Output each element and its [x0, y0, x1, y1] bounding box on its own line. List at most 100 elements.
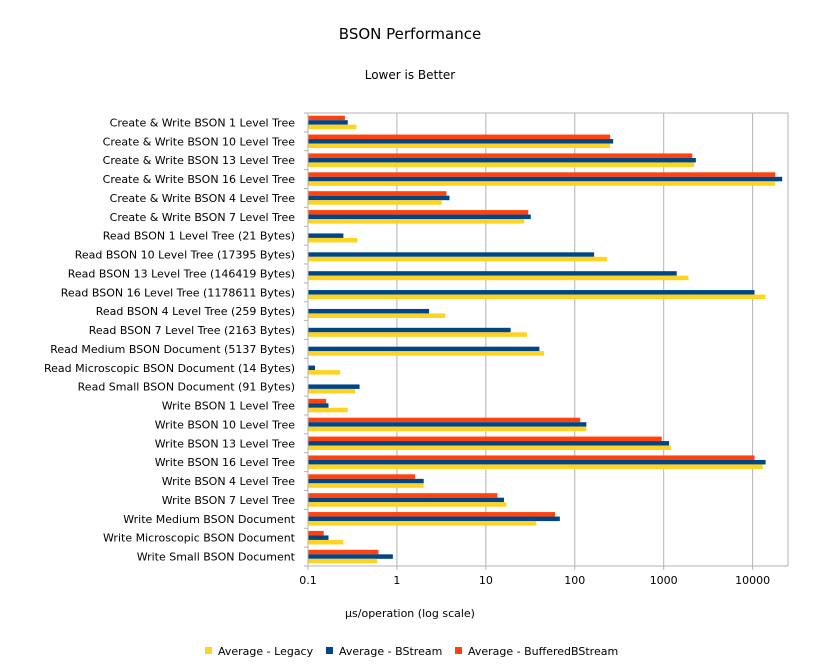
category-label: Write BSON 16 Level Tree	[155, 456, 295, 469]
bar-average-legacy	[308, 558, 378, 564]
category-label: Write BSON 13 Level Tree	[155, 437, 295, 450]
legend-item: Average - BufferedBStream	[455, 645, 618, 658]
bar-average-bstream	[308, 478, 424, 484]
bar-average-legacy	[308, 464, 763, 469]
chart-subtitle: Lower is Better	[365, 68, 456, 82]
x-tick-labels: 0.1 1 10 100 1000 10000	[299, 574, 770, 587]
category-label: Write BSON 4 Level Tree	[162, 475, 295, 488]
bar-average-bstream	[308, 176, 783, 182]
bar-average-legacy	[308, 237, 358, 243]
x-tick-label: 10000	[735, 574, 770, 587]
bar-average-bstream	[308, 384, 360, 389]
chart-title: BSON Performance	[339, 25, 481, 43]
bar-average-legacy	[308, 256, 607, 262]
axes	[304, 112, 789, 567]
x-tick-label: 1000	[650, 574, 678, 587]
bar-average-bufferedbstream	[308, 455, 755, 460]
legend-label: Average - BufferedBStream	[468, 645, 618, 658]
bar-average-legacy	[308, 521, 537, 526]
bar-average-bstream	[308, 157, 696, 163]
bar-average-bstream	[308, 327, 511, 333]
bar-average-bstream	[308, 214, 531, 220]
bar-average-legacy	[308, 219, 525, 224]
legend-swatch	[326, 647, 333, 654]
bar-average-legacy	[308, 332, 527, 337]
bar-average-bstream	[308, 308, 430, 314]
bar-average-legacy	[308, 445, 671, 451]
category-labels: Create & Write BSON 1 Level Tree Create &…	[44, 116, 296, 563]
bar-average-bufferedbstream	[308, 436, 662, 442]
category-label: Read Small BSON Document (91 Bytes)	[78, 381, 295, 394]
bar-average-bstream	[308, 252, 595, 257]
bar-average-bufferedbstream	[308, 417, 581, 423]
category-label: Read BSON 16 Level Tree (1178611 Bytes)	[61, 286, 295, 299]
category-label: Create & Write BSON 13 Level Tree	[103, 154, 296, 167]
category-label: Write Small BSON Document	[137, 551, 296, 564]
legend-item: Average - Legacy	[205, 645, 314, 658]
category-label: Create & Write BSON 4 Level Tree	[110, 192, 296, 205]
category-label: Create & Write BSON 1 Level Tree	[110, 116, 296, 129]
bar-average-legacy	[308, 407, 348, 413]
bar-average-bstream	[308, 554, 393, 559]
bar-average-bufferedbstream	[308, 493, 498, 498]
x-tick-label: 1	[393, 574, 400, 587]
bar-average-bstream	[308, 271, 677, 276]
category-label: Read BSON 7 Level Tree (2163 Bytes)	[89, 324, 295, 337]
x-tick-label: 0.1	[299, 574, 317, 587]
bar-average-bstream	[308, 195, 450, 201]
bar-average-bufferedbstream	[308, 210, 529, 215]
bar-average-bstream	[308, 497, 504, 503]
bar-average-bstream	[308, 139, 614, 144]
bar-average-legacy	[308, 124, 357, 130]
bar-average-legacy	[308, 294, 766, 300]
bar-average-legacy	[308, 313, 446, 318]
category-label: Read Microscopic BSON Document (14 Bytes…	[44, 362, 295, 375]
legend-label: Average - Legacy	[218, 645, 314, 658]
bar-average-bufferedbstream	[308, 398, 327, 404]
category-label: Create & Write BSON 10 Level Tree	[103, 135, 296, 148]
bar-average-bstream	[308, 403, 329, 408]
category-label: Read BSON 1 Level Tree (21 Bytes)	[103, 230, 295, 243]
category-label: Write BSON 1 Level Tree	[162, 400, 295, 413]
bar-average-legacy	[308, 181, 776, 186]
bar-average-bstream	[308, 535, 329, 540]
bar-average-legacy	[308, 483, 424, 488]
bar-average-bufferedbstream	[308, 530, 324, 536]
bar-average-bstream	[308, 233, 344, 238]
bar-average-bstream	[308, 365, 316, 371]
x-tick-label: 10	[479, 574, 493, 587]
bar-average-bstream	[308, 441, 670, 446]
bar-average-legacy	[308, 351, 544, 356]
bar-average-legacy	[308, 426, 587, 432]
category-label: Write Microscopic BSON Document	[103, 532, 296, 545]
bar-average-legacy	[308, 200, 442, 205]
bar-average-bufferedbstream	[308, 474, 416, 479]
category-label: Create & Write BSON 16 Level Tree	[103, 173, 296, 186]
bar-average-bufferedbstream	[308, 549, 379, 555]
bar-average-bufferedbstream	[308, 115, 345, 121]
legend: Average - Legacy Average - BStream Average…	[205, 645, 618, 658]
bar-average-bufferedbstream	[308, 191, 447, 196]
bar-average-bstream	[308, 346, 540, 352]
category-label: Read BSON 4 Level Tree (259 Bytes)	[96, 305, 295, 318]
bar-average-legacy	[308, 539, 344, 545]
bar-average-bstream	[308, 459, 766, 465]
x-axis-label: µs/operation (log scale)	[345, 607, 475, 620]
bar-average-bstream	[308, 516, 560, 522]
legend-item: Average - BStream	[326, 645, 442, 658]
bar-average-legacy	[308, 370, 341, 375]
bar-average-legacy	[308, 143, 611, 149]
bar-average-bufferedbstream	[308, 172, 776, 177]
bars	[308, 115, 783, 564]
category-label: Read BSON 10 Level Tree (17395 Bytes)	[75, 249, 295, 262]
legend-swatch	[455, 647, 462, 654]
bar-average-bufferedbstream	[308, 134, 611, 140]
bar-average-bufferedbstream	[308, 512, 556, 517]
category-label: Write BSON 7 Level Tree	[162, 494, 295, 507]
bar-average-legacy	[308, 275, 689, 281]
category-label: Read BSON 13 Level Tree (146419 Bytes)	[68, 267, 295, 280]
bar-average-legacy	[308, 162, 695, 167]
bar-average-bstream	[308, 422, 587, 427]
category-label: Write Medium BSON Document	[123, 513, 295, 526]
